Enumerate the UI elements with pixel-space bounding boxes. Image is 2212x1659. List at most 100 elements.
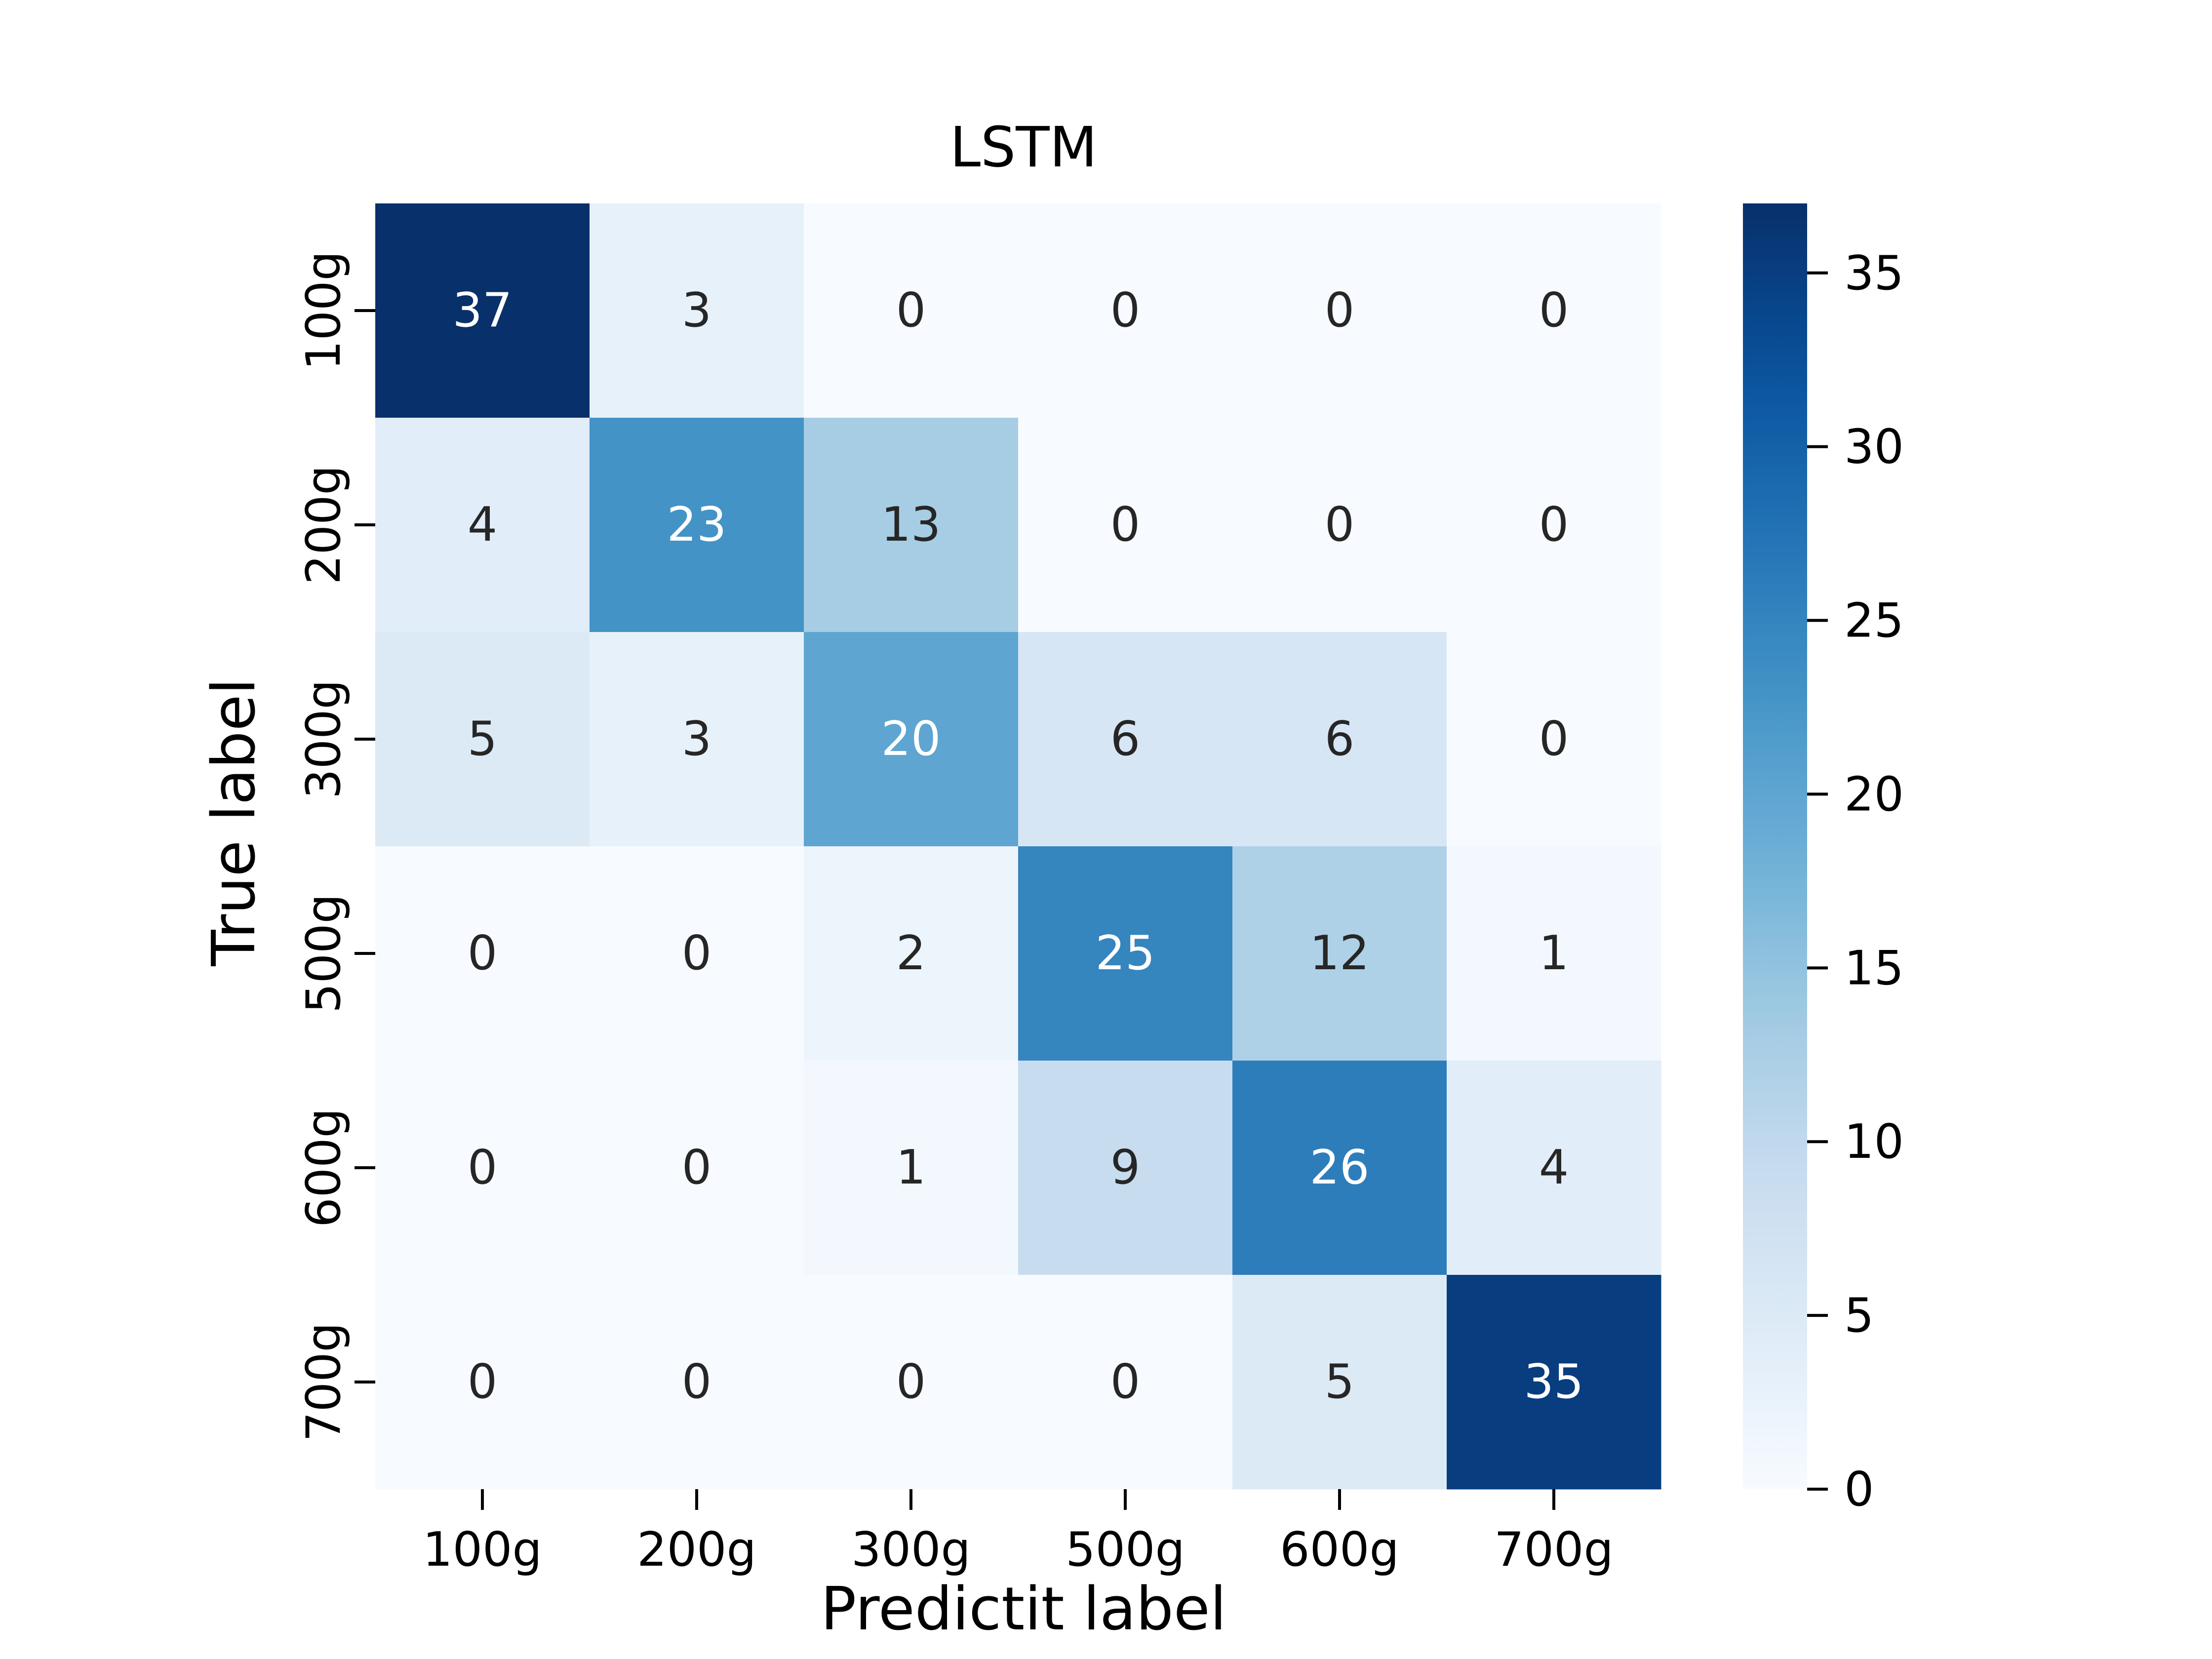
y-tick-label: 200g <box>297 465 351 585</box>
heatmap-cell <box>1447 632 1661 847</box>
heatmap-cell <box>1447 846 1661 1061</box>
heatmap-cell <box>1447 1061 1661 1275</box>
colorbar-tick-label: 35 <box>1844 246 1904 301</box>
cell-value-label: 0 <box>1110 498 1140 552</box>
cell-value-label: 23 <box>667 498 727 552</box>
colorbar-tick-label: 20 <box>1844 767 1904 822</box>
cell-value-label: 5 <box>1325 1355 1354 1409</box>
colorbar-tick-label: 0 <box>1844 1462 1874 1517</box>
colorbar-tick-label: 5 <box>1844 1289 1874 1343</box>
cell-value-label: 20 <box>881 712 941 766</box>
x-tick-label: 600g <box>1280 1523 1399 1577</box>
colorbar-tick-label: 15 <box>1844 941 1904 995</box>
cell-value-label: 35 <box>1524 1355 1584 1409</box>
cell-value-label: 1 <box>1539 926 1569 981</box>
cell-value-label: 0 <box>468 926 497 981</box>
heatmap-cell <box>1018 846 1233 1061</box>
heatmap-grid: 37 3 0 0 0 0 4 23 13 0 0 0 5 3 20 6 6 0 0 0 2 25 12 1 0 0 1 9 26 4 0 0 0… <box>375 203 1661 1490</box>
cell-value-label: 26 <box>1310 1141 1370 1195</box>
heatmap-cell <box>804 846 1019 1061</box>
x-axis-label: Predictit label <box>821 1575 1226 1644</box>
heatmap-cell <box>375 632 590 847</box>
y-axis-label: True label <box>200 678 269 966</box>
heatmap-cell <box>1447 203 1661 418</box>
heatmap-cell <box>375 1061 590 1275</box>
cell-value-label: 0 <box>1539 712 1569 766</box>
cell-value-label: 0 <box>1110 283 1140 338</box>
heatmap-cell <box>804 632 1019 847</box>
heatmap-cell <box>804 203 1019 418</box>
cell-value-label: 25 <box>1096 926 1155 981</box>
heatmap-cell <box>590 1275 804 1490</box>
cell-value-label: 0 <box>1325 283 1354 338</box>
heatmap-cell <box>804 418 1019 632</box>
heatmap-cell <box>1232 203 1447 418</box>
heatmap-cell <box>804 1275 1019 1490</box>
y-axis: 100g 200g 300g 500g 600g 700g <box>297 251 375 1442</box>
heatmap-cell <box>1018 203 1233 418</box>
cell-value-label: 0 <box>896 283 926 338</box>
cell-value-label: 0 <box>1539 283 1569 338</box>
x-tick-label: 500g <box>1066 1523 1185 1577</box>
x-tick-label: 100g <box>423 1523 542 1577</box>
x-tick-label: 300g <box>851 1523 971 1577</box>
heatmap-cell <box>1232 1275 1447 1490</box>
y-tick-label: 700g <box>297 1322 351 1442</box>
heatmap-cell <box>1018 1275 1233 1490</box>
cell-value-label: 0 <box>682 926 711 981</box>
chart-title: LSTM <box>950 116 1098 180</box>
cell-value-label: 6 <box>1110 712 1140 766</box>
cell-value-label: 2 <box>896 926 926 981</box>
heatmap-cell <box>375 1275 590 1490</box>
cell-value-label: 0 <box>682 1141 711 1195</box>
cell-value-label: 0 <box>468 1355 497 1409</box>
x-tick-label: 200g <box>637 1523 756 1577</box>
heatmap-cell <box>590 632 804 847</box>
heatmap-cell <box>1232 418 1447 632</box>
x-tick-label: 700g <box>1494 1523 1614 1577</box>
cell-value-label: 37 <box>453 283 513 338</box>
y-tick-label: 600g <box>297 1108 351 1227</box>
heatmap-cell <box>1232 632 1447 847</box>
heatmap-cell <box>1018 418 1233 632</box>
y-tick-label: 100g <box>297 251 351 370</box>
cell-value-label: 0 <box>1325 498 1354 552</box>
heatmap-cell <box>1018 1061 1233 1275</box>
heatmap-cell <box>590 203 804 418</box>
colorbar-tick-label: 30 <box>1844 420 1904 474</box>
cell-value-label: 0 <box>896 1355 926 1409</box>
cell-value-label: 0 <box>682 1355 711 1409</box>
cell-value-label: 12 <box>1310 926 1370 981</box>
cell-value-label: 0 <box>468 1141 497 1195</box>
cell-value-label: 4 <box>1539 1141 1569 1195</box>
heatmap-cell <box>1232 1061 1447 1275</box>
colorbar-tick-label: 25 <box>1844 594 1904 648</box>
heatmap-cell <box>1447 1275 1661 1490</box>
cell-value-label: 0 <box>1539 498 1569 552</box>
cell-value-label: 6 <box>1325 712 1354 766</box>
cell-value-label: 1 <box>896 1141 926 1195</box>
y-tick-label: 500g <box>297 894 351 1013</box>
colorbar-tick-label: 10 <box>1844 1115 1904 1169</box>
colorbar: 0 5 10 15 20 25 30 35 <box>1743 203 1904 1517</box>
cell-value-label: 13 <box>881 498 941 552</box>
heatmap-cell <box>590 846 804 1061</box>
heatmap-cell <box>375 418 590 632</box>
y-tick-label: 300g <box>297 679 351 799</box>
heatmap-cell <box>1232 846 1447 1061</box>
x-axis: 100g 200g 300g 500g 600g 700g <box>423 1489 1614 1577</box>
cell-value-label: 3 <box>682 712 711 766</box>
heatmap-cell <box>804 1061 1019 1275</box>
cell-value-label: 9 <box>1110 1141 1140 1195</box>
cell-value-label: 4 <box>468 498 497 552</box>
heatmap-cell <box>590 418 804 632</box>
cell-value-label: 3 <box>682 283 711 338</box>
heatmap-cell <box>375 203 590 418</box>
heatmap-cell <box>590 1061 804 1275</box>
cell-value-label: 5 <box>468 712 497 766</box>
heatmap-cell <box>1447 418 1661 632</box>
heatmap-cell <box>375 846 590 1061</box>
heatmap-cell <box>1018 632 1233 847</box>
cell-value-label: 0 <box>1110 1355 1140 1409</box>
